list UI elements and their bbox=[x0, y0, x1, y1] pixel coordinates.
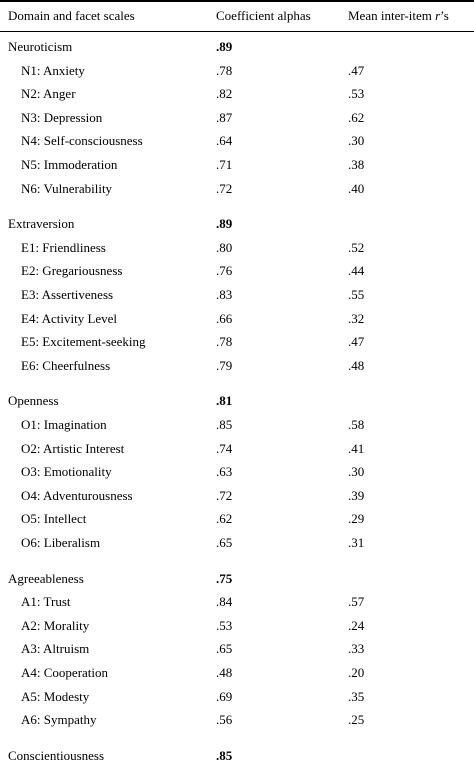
facet-name: A1: Trust bbox=[21, 594, 71, 609]
domain-alpha: .75 bbox=[216, 571, 233, 586]
facet-alpha: .65 bbox=[216, 641, 233, 656]
header-coefficient-alphas: Coefficient alphas bbox=[216, 8, 311, 23]
facet-mean-r: .20 bbox=[348, 665, 365, 680]
facet-alpha: .63 bbox=[216, 464, 233, 479]
facet-alpha: .48 bbox=[216, 665, 233, 680]
header-mean-prefix: Mean inter-item bbox=[348, 8, 436, 23]
facet-mean-r: .29 bbox=[348, 511, 365, 526]
facet-mean-r: .24 bbox=[348, 618, 365, 633]
facet-alpha: .83 bbox=[216, 287, 233, 302]
facet-name: O3: Emotionality bbox=[21, 464, 112, 479]
facet-name: E6: Cheerfulness bbox=[21, 358, 111, 373]
facet-mean-r: .32 bbox=[348, 311, 365, 326]
domain-alpha: .89 bbox=[216, 216, 233, 231]
facet-name: O5: Intellect bbox=[21, 511, 87, 526]
header-mean-suffix: ’s bbox=[440, 8, 449, 23]
facet-name: O6: Liberalism bbox=[21, 535, 101, 550]
facet-alpha: .53 bbox=[216, 618, 233, 633]
facet-mean-r: .41 bbox=[348, 441, 365, 456]
facet-alpha: .74 bbox=[216, 441, 233, 456]
facet-mean-r: .52 bbox=[348, 240, 365, 255]
facet-alpha: .71 bbox=[216, 157, 233, 172]
facet-alpha: .76 bbox=[216, 263, 233, 278]
facet-name: E3: Assertiveness bbox=[21, 287, 114, 302]
facet-alpha: .62 bbox=[216, 511, 233, 526]
table-header-rule bbox=[0, 31, 474, 32]
facet-mean-r: .62 bbox=[348, 110, 365, 125]
domain-alpha: .89 bbox=[216, 39, 233, 54]
facet-alpha: .78 bbox=[216, 63, 233, 78]
facet-name: E1: Friendliness bbox=[21, 240, 106, 255]
facet-name: A6: Sympathy bbox=[21, 712, 97, 727]
domain-name: Agreeableness bbox=[8, 571, 84, 586]
facet-name: N6: Vulnerability bbox=[21, 181, 113, 196]
facet-mean-r: .30 bbox=[348, 464, 365, 479]
facet-alpha: .78 bbox=[216, 334, 233, 349]
facet-name: O1: Imagination bbox=[21, 417, 107, 432]
facet-mean-r: .47 bbox=[348, 63, 365, 78]
facet-alpha: .80 bbox=[216, 240, 233, 255]
facet-name: N4: Self-consciousness bbox=[21, 133, 143, 148]
facet-name: N2: Anger bbox=[21, 86, 76, 101]
facet-name: O2: Artistic Interest bbox=[21, 441, 125, 456]
facet-mean-r: .33 bbox=[348, 641, 365, 656]
facet-alpha: .72 bbox=[216, 488, 233, 503]
facet-name: N1: Anxiety bbox=[21, 63, 85, 78]
facet-mean-r: .55 bbox=[348, 287, 365, 302]
domain-name: Conscientiousness bbox=[8, 748, 105, 763]
facet-alpha: .64 bbox=[216, 133, 233, 148]
facet-mean-r: .30 bbox=[348, 133, 365, 148]
facet-alpha: .66 bbox=[216, 311, 233, 326]
facet-mean-r: .44 bbox=[348, 263, 365, 278]
facet-alpha: .84 bbox=[216, 594, 233, 609]
domain-name: Openness bbox=[8, 393, 59, 408]
facet-mean-r: .38 bbox=[348, 157, 365, 172]
facet-alpha: .79 bbox=[216, 358, 233, 373]
facet-name: A2: Morality bbox=[21, 618, 90, 633]
facet-mean-r: .57 bbox=[348, 594, 365, 609]
facet-mean-r: .31 bbox=[348, 535, 365, 550]
facet-mean-r: .58 bbox=[348, 417, 365, 432]
header-mean-r: r bbox=[435, 8, 441, 23]
facet-alpha: .65 bbox=[216, 535, 233, 550]
domain-alpha: .85 bbox=[216, 748, 233, 763]
facet-name: E4: Activity Level bbox=[21, 311, 118, 326]
facet-alpha: .87 bbox=[216, 110, 233, 125]
facet-name: O4: Adventurousness bbox=[21, 488, 133, 503]
domain-name: Extraversion bbox=[8, 216, 75, 231]
facet-alpha: .85 bbox=[216, 417, 233, 432]
facet-alpha: .69 bbox=[216, 689, 233, 704]
facet-mean-r: .40 bbox=[348, 181, 365, 196]
facet-mean-r: .25 bbox=[348, 712, 365, 727]
facet-alpha: .72 bbox=[216, 181, 233, 196]
facet-mean-r: .53 bbox=[348, 86, 365, 101]
header-mean-inter-item: Mean inter-item r’s bbox=[348, 8, 449, 24]
domain-alpha: .81 bbox=[216, 393, 233, 408]
facet-name: A5: Modesty bbox=[21, 689, 90, 704]
facet-name: A3: Altruism bbox=[21, 641, 90, 656]
facet-name: N3: Depression bbox=[21, 110, 103, 125]
facet-mean-r: .39 bbox=[348, 488, 365, 503]
facet-mean-r: .48 bbox=[348, 358, 365, 373]
table-top-rule bbox=[0, 0, 474, 2]
facet-alpha: .82 bbox=[216, 86, 233, 101]
facet-name: A4: Cooperation bbox=[21, 665, 109, 680]
facet-mean-r: .35 bbox=[348, 689, 365, 704]
facet-alpha: .56 bbox=[216, 712, 233, 727]
header-domain-facet: Domain and facet scales bbox=[8, 8, 135, 23]
facet-name: N5: Immoderation bbox=[21, 157, 118, 172]
domain-name: Neuroticism bbox=[8, 39, 73, 54]
facet-name: E2: Gregariousness bbox=[21, 263, 123, 278]
facet-mean-r: .47 bbox=[348, 334, 365, 349]
facet-name: E5: Excitement-seeking bbox=[21, 334, 146, 349]
